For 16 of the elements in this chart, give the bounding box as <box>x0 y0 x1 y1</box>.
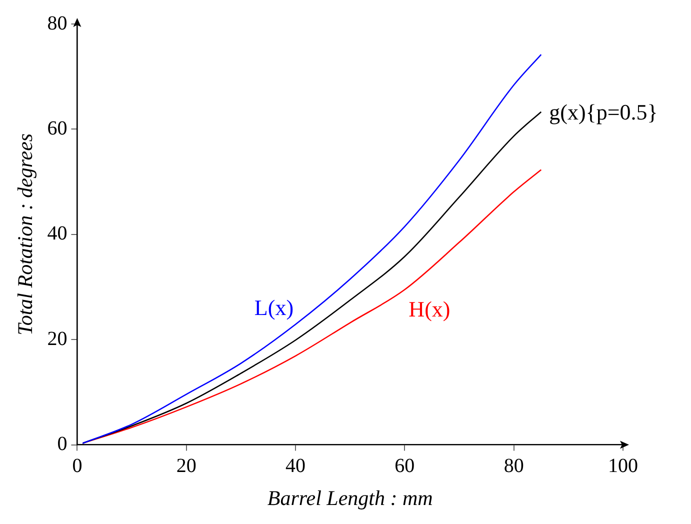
y-tick-label: 20 <box>47 328 68 350</box>
x-tick-label: 100 <box>608 455 638 478</box>
x-axis-title: Barrel Length : mm <box>267 486 433 510</box>
x-tick-label: 80 <box>504 455 524 478</box>
series-label: H(x) <box>408 296 450 322</box>
series-label: g(x){p=0.5} <box>549 100 658 125</box>
y-tick-label: 80 <box>47 12 68 34</box>
x-tick-label: 20 <box>176 455 196 478</box>
y-axis-title: Total Rotation : degrees <box>13 133 38 336</box>
x-tick-label: 60 <box>394 455 415 478</box>
x-tick-label: 40 <box>286 455 306 478</box>
y-tick-label: 60 <box>47 117 68 140</box>
x-tick-label: 0 <box>72 455 82 478</box>
y-tick-label: 40 <box>47 222 68 245</box>
series-label: L(x) <box>254 295 294 320</box>
y-tick-label: 0 <box>57 433 68 456</box>
